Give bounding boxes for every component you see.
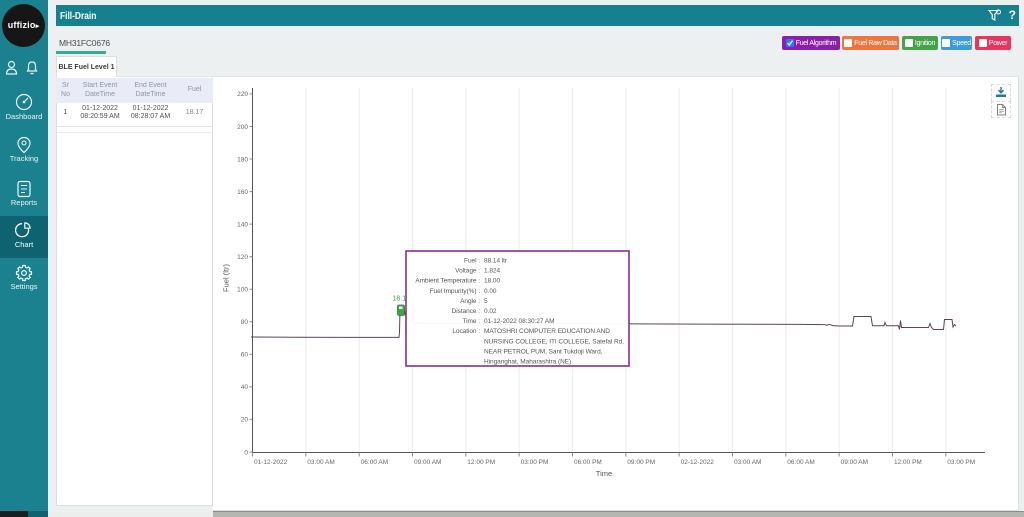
svg-text:NEAR PETROL PUM, Sant Tukdoji: NEAR PETROL PUM, Sant Tukdoji Ward,	[484, 348, 603, 355]
svg-text:180: 180	[237, 156, 248, 163]
svg-text:06:00 AM: 06:00 AM	[787, 459, 814, 466]
svg-text:Fuel Impurity(%) :: Fuel Impurity(%) :	[430, 288, 481, 295]
svg-text:12:00 PM: 12:00 PM	[894, 459, 922, 466]
svg-text:20: 20	[241, 417, 249, 424]
svg-text:09:00 AM: 09:00 AM	[841, 459, 868, 466]
svg-text:Location :: Location :	[452, 328, 480, 335]
svg-text:12:00 PM: 12:00 PM	[467, 459, 495, 466]
svg-text:18.17: 18.17	[393, 296, 411, 303]
svg-text:18.00: 18.00	[484, 278, 500, 285]
svg-text:01-12-2022: 01-12-2022	[254, 459, 288, 466]
svg-text:Fuel (ltr): Fuel (ltr)	[222, 264, 231, 292]
svg-text:160: 160	[237, 189, 248, 196]
svg-text:Distance :: Distance :	[452, 308, 481, 315]
svg-text:40: 40	[241, 384, 249, 391]
svg-text:Time :: Time :	[462, 318, 480, 325]
svg-text:03:00 AM: 03:00 AM	[734, 459, 761, 466]
svg-text:88.14 ltr: 88.14 ltr	[484, 258, 508, 265]
svg-text:03:00 PM: 03:00 PM	[521, 459, 549, 466]
svg-text:Hinganghat, Maharashtra (NE): Hinganghat, Maharashtra (NE)	[484, 359, 571, 366]
svg-text:80: 80	[241, 319, 249, 326]
svg-text:NURSING COLLEGE, ITI COLLEGE,: NURSING COLLEGE, ITI COLLEGE, Satefal Rd…	[484, 338, 624, 345]
svg-text:0.02: 0.02	[484, 308, 497, 315]
svg-text:0.00: 0.00	[484, 288, 497, 295]
svg-text:1.824: 1.824	[484, 268, 500, 275]
svg-text:Angle :: Angle :	[460, 298, 480, 305]
svg-text:200: 200	[237, 124, 248, 131]
svg-text:01-12-2022 08:30:27 AM: 01-12-2022 08:30:27 AM	[484, 318, 554, 325]
svg-text:Fuel :: Fuel :	[464, 258, 480, 265]
svg-text:Time: Time	[596, 469, 612, 478]
svg-text:140: 140	[237, 221, 248, 228]
svg-text:09:00 AM: 09:00 AM	[414, 459, 441, 466]
svg-text:220: 220	[237, 91, 248, 98]
svg-text:Ambient Temperature :: Ambient Temperature :	[415, 278, 480, 285]
svg-text:Voltage :: Voltage :	[455, 268, 480, 275]
svg-text:06:00 AM: 06:00 AM	[361, 459, 388, 466]
svg-text:60: 60	[241, 352, 249, 359]
svg-text:0: 0	[244, 449, 248, 456]
svg-text:03:00 AM: 03:00 AM	[307, 459, 334, 466]
svg-text:120: 120	[237, 254, 248, 261]
svg-text:09:00 PM: 09:00 PM	[627, 459, 655, 466]
svg-text:03:00 PM: 03:00 PM	[947, 459, 975, 466]
svg-text:02-12-2022: 02-12-2022	[681, 459, 715, 466]
svg-text:06:00 PM: 06:00 PM	[574, 459, 602, 466]
svg-text:MATOSHRI COMPUTER EDUCATION AN: MATOSHRI COMPUTER EDUCATION AND	[484, 328, 610, 335]
svg-text:100: 100	[237, 287, 248, 294]
svg-text:5: 5	[484, 298, 488, 305]
